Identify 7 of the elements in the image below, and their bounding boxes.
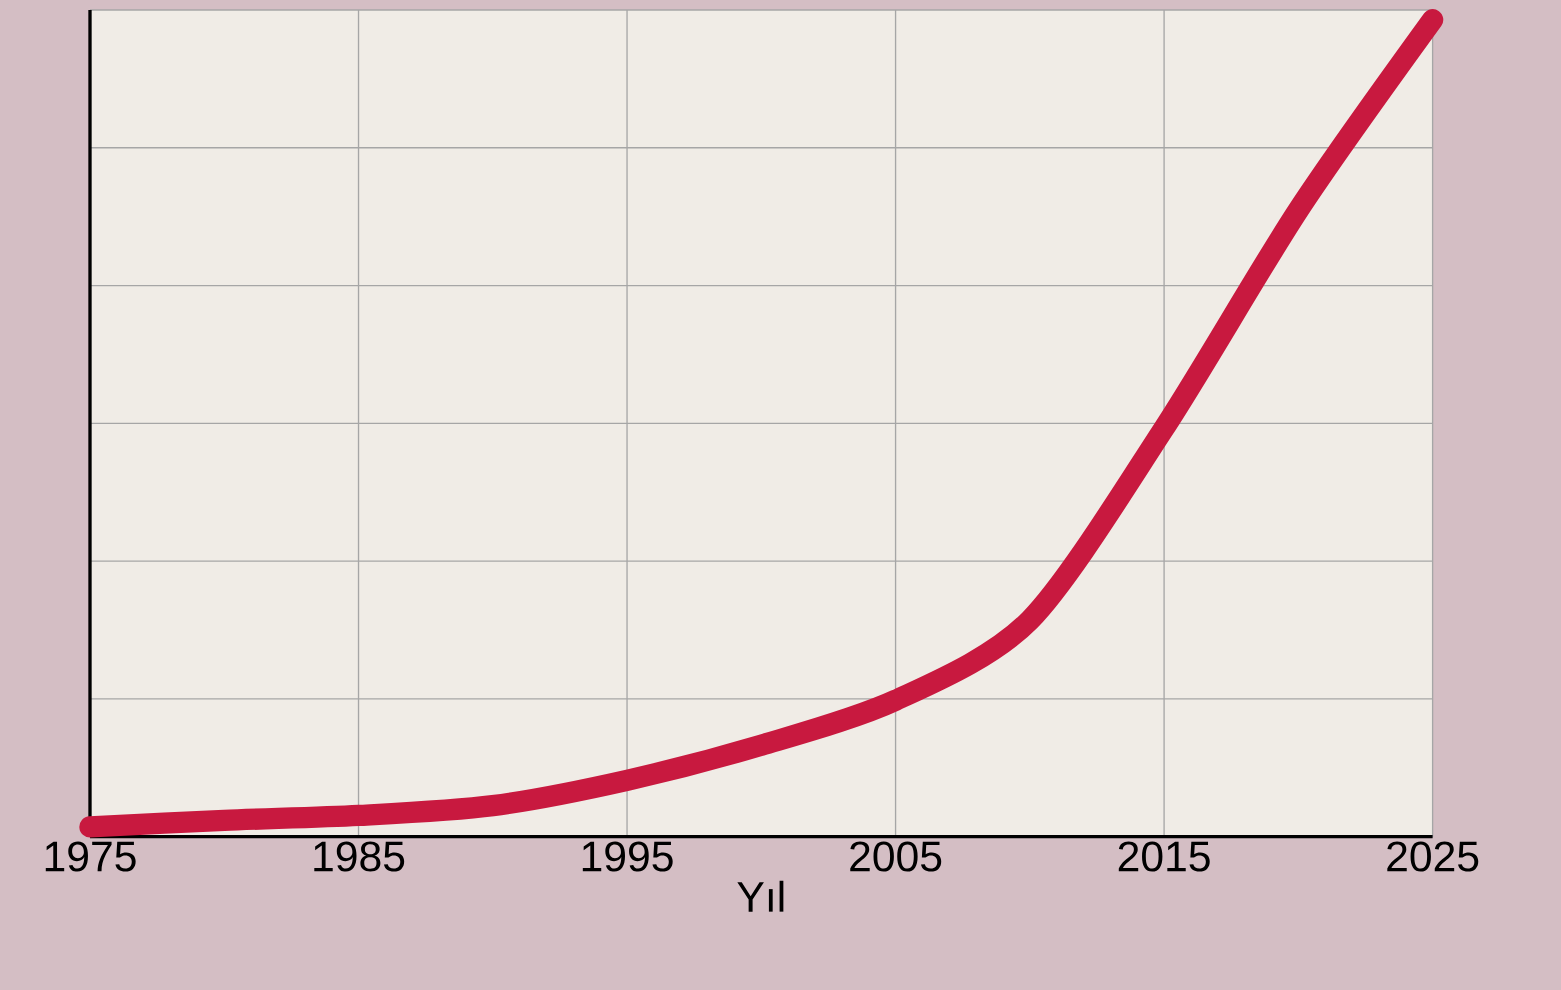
x-tick-label: 2005 [850,841,942,872]
x-tick-label: 1985 [314,841,405,872]
x-axis-title: Yıl [737,880,784,912]
x-tick-label: 1975 [45,841,136,872]
x-tick-label: 2025 [1387,841,1479,872]
x-tick-label: 1995 [582,841,673,872]
x-tick-label: 2015 [1118,841,1210,872]
